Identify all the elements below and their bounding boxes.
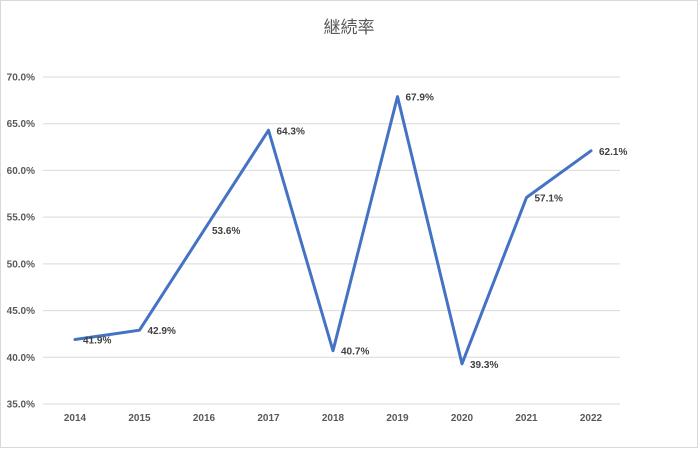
x-tick-label: 2015	[128, 413, 151, 424]
x-tick-label: 2022	[580, 413, 603, 424]
data-label: 39.3%	[470, 360, 498, 371]
y-tick-label: 70.0%	[7, 73, 35, 84]
y-tick-label: 45.0%	[7, 306, 35, 317]
y-tick-label: 50.0%	[7, 259, 35, 270]
data-label: 62.1%	[599, 147, 627, 158]
x-tick-label: 2019	[386, 413, 409, 424]
x-tick-label: 2016	[193, 413, 216, 424]
y-tick-label: 40.0%	[7, 353, 35, 364]
data-label: 42.9%	[148, 326, 176, 337]
x-tick-label: 2020	[451, 413, 474, 424]
x-tick-label: 2021	[515, 413, 538, 424]
series-line	[73, 95, 593, 366]
y-tick-label: 65.0%	[7, 119, 35, 130]
y-tick-label: 55.0%	[7, 213, 35, 224]
data-label: 41.9%	[83, 336, 111, 347]
y-tick-label: 35.0%	[7, 400, 35, 411]
data-label: 67.9%	[406, 93, 434, 104]
data-label: 57.1%	[535, 194, 563, 205]
data-label: 64.3%	[277, 126, 305, 137]
x-tick-label: 2014	[64, 413, 87, 424]
chart-title: 継続率	[323, 18, 375, 38]
data-label: 53.6%	[212, 226, 240, 237]
data-label: 40.7%	[341, 347, 369, 358]
x-tick-label: 2018	[322, 413, 345, 424]
y-tick-label: 60.0%	[7, 166, 35, 177]
x-tick-label: 2017	[257, 413, 280, 424]
